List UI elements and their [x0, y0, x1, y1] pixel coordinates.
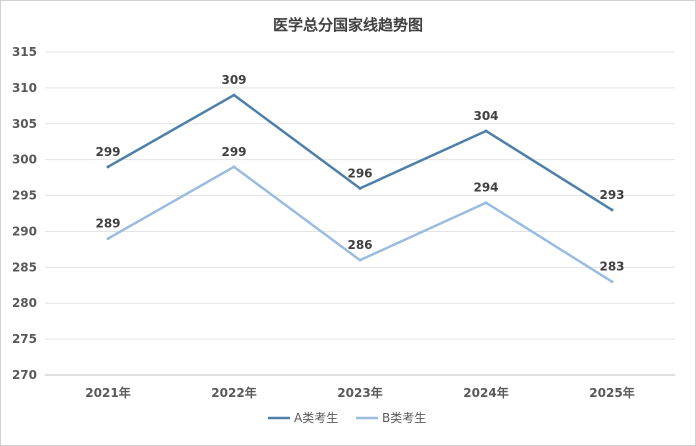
legend: A类考生 B类考生: [268, 411, 426, 425]
y-axis: 270 275 280 285 290 295 300 305 310 315: [12, 45, 37, 382]
x-tick-label: 2024年: [463, 385, 508, 400]
y-tick-label: 290: [12, 224, 37, 238]
legend-label: A类考生: [294, 411, 338, 425]
y-tick-label: 280: [12, 296, 37, 310]
data-label: 293: [599, 188, 624, 202]
watermark: 搜狐号@爱思学: [583, 422, 688, 440]
data-label: 299: [221, 145, 246, 159]
data-label: 309: [221, 73, 246, 87]
x-tick-label: 2022年: [211, 385, 256, 400]
data-point: [232, 165, 236, 169]
data-point: [106, 237, 110, 241]
y-tick-label: 310: [12, 81, 37, 95]
series-line-b: [107, 165, 613, 283]
data-label: 289: [95, 217, 120, 231]
legend-label: B类考生: [382, 411, 426, 425]
data-label: 294: [473, 181, 498, 195]
data-point: [358, 186, 362, 190]
data-label: 296: [347, 166, 372, 180]
data-label: 304: [473, 109, 498, 123]
series-line-a: [107, 93, 613, 211]
data-point: [106, 165, 110, 169]
y-tick-label: 315: [12, 45, 37, 59]
data-point: [484, 129, 488, 133]
y-tick-label: 305: [12, 117, 37, 131]
data-label: 286: [347, 238, 372, 252]
data-point: [484, 201, 488, 205]
series-group: 299 309 296 304 293 289 299 286 294 283: [95, 73, 625, 284]
data-label: 299: [95, 145, 120, 159]
x-tick-label: 2023年: [337, 385, 382, 400]
data-label: 283: [599, 260, 624, 274]
y-tick-label: 270: [12, 368, 37, 382]
data-point: [610, 208, 614, 212]
y-tick-label: 275: [12, 332, 37, 346]
chart-title: 医学总分国家线趋势图: [273, 16, 423, 34]
x-tick-label: 2021年: [85, 385, 130, 400]
y-tick-label: 285: [12, 260, 37, 274]
data-point: [610, 280, 614, 284]
y-tick-label: 300: [12, 153, 37, 167]
data-point: [358, 258, 362, 262]
x-tick-label: 2025年: [589, 385, 634, 400]
data-point: [232, 93, 236, 97]
gridlines: [45, 51, 675, 376]
x-axis: 2021年 2022年 2023年 2024年 2025年: [85, 385, 634, 400]
y-tick-label: 295: [12, 189, 37, 203]
